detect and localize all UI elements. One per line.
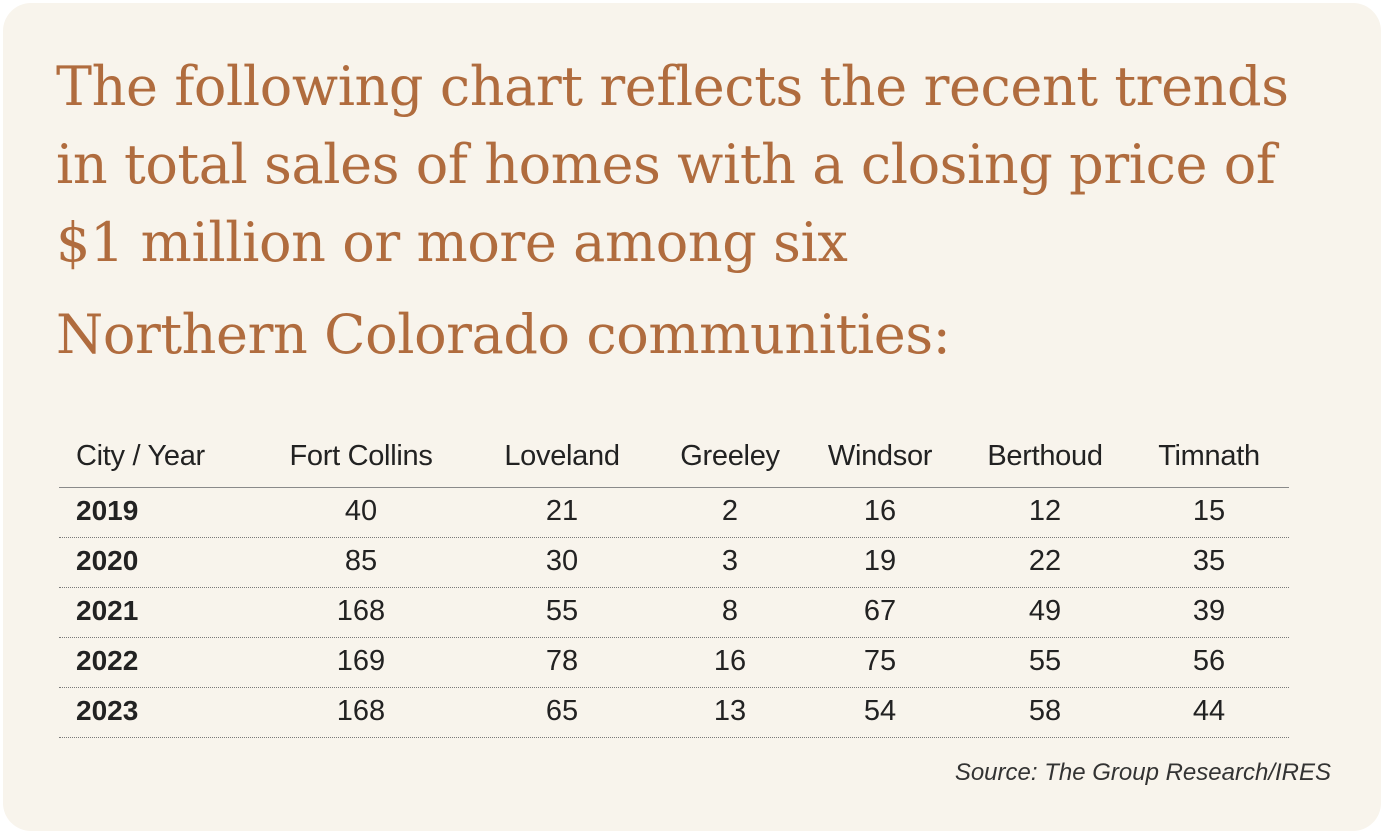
column-header-greeley: Greeley	[680, 440, 780, 472]
corner-header: City / Year	[76, 440, 205, 472]
title-line-1: The following chart reflects the recent …	[56, 55, 1289, 118]
row-year: 2023	[76, 695, 139, 726]
table-row: 2020 85 30 3 19 22 35	[59, 538, 1289, 588]
column-header-berthoud: Berthoud	[987, 440, 1103, 472]
chart-title: The following chart reflects the recent …	[56, 48, 1336, 374]
column-header-timnath: Timnath	[1158, 440, 1260, 472]
table-cell: 16	[863, 495, 897, 527]
title-line-4: Northern Colorado communities:	[56, 303, 951, 366]
table-cell: 54	[863, 695, 897, 727]
column-header-loveland: Loveland	[504, 440, 620, 472]
table-cell: 30	[545, 545, 579, 577]
table-cell: 67	[863, 595, 897, 627]
table-cell: 169	[336, 645, 386, 677]
table-cell: 55	[1028, 645, 1062, 677]
table-cell: 44	[1192, 695, 1226, 727]
table-cell: 22	[1028, 545, 1062, 577]
title-line-3: $1 million or more among six	[56, 211, 848, 274]
row-year: 2020	[76, 545, 139, 576]
table-cell: 21	[545, 495, 579, 527]
table-cell: 75	[863, 645, 897, 677]
table-cell: 12	[1028, 495, 1062, 527]
table-cell: 19	[863, 545, 897, 577]
row-year: 2021	[76, 595, 139, 626]
table-cell: 85	[344, 545, 378, 577]
table-row: 2022 169 78 16 75 55 56	[59, 638, 1289, 688]
column-header-windsor: Windsor	[827, 440, 933, 472]
column-header-fort-collins: Fort Collins	[289, 440, 433, 472]
table-cell: 58	[1028, 695, 1062, 727]
table-cell: 49	[1028, 595, 1062, 627]
table-cell: 78	[545, 645, 579, 677]
table-cell: 168	[336, 695, 386, 727]
table-cell: 168	[336, 595, 386, 627]
row-year: 2022	[76, 645, 139, 676]
table-cell: 55	[545, 595, 579, 627]
table-cell: 39	[1192, 595, 1226, 627]
table-cell: 13	[713, 695, 747, 727]
sales-table: City / Year Fort Collins Loveland Greele…	[59, 429, 1289, 738]
chart-card: The following chart reflects the recent …	[3, 3, 1381, 831]
table-cell: 2	[721, 495, 739, 527]
table-cell: 65	[545, 695, 579, 727]
table-cell: 3	[721, 545, 739, 577]
table-row: 2021 168 55 8 67 49 39	[59, 588, 1289, 638]
row-year: 2019	[76, 495, 139, 526]
table-cell: 56	[1192, 645, 1226, 677]
table-cell: 40	[344, 495, 378, 527]
source-note: Source: The Group Research/IRES	[954, 759, 1331, 786]
title-line-2: in total sales of homes with a closing p…	[56, 133, 1276, 196]
table-header-row: City / Year Fort Collins Loveland Greele…	[59, 429, 1289, 488]
table-row: 2019 40 21 2 16 12 15	[59, 488, 1289, 538]
table-cell: 8	[721, 595, 739, 627]
table-cell: 16	[713, 645, 747, 677]
table-cell: 15	[1192, 495, 1226, 527]
table-cell: 35	[1192, 545, 1226, 577]
table-row: 2023 168 65 13 54 58 44	[59, 688, 1289, 738]
